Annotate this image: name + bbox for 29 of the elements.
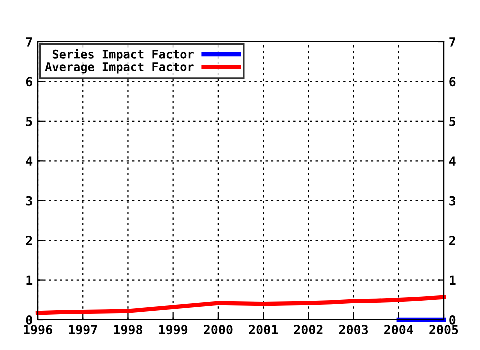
y2-tick-label: 0 (450, 315, 456, 325)
y2-tick-label: 1 (450, 276, 456, 286)
y-tick-label: 1 (26, 276, 33, 286)
y2-tick-label: 5 (450, 117, 456, 126)
y2-tick-label: 4 (449, 156, 456, 166)
x-tick-label: 2002 (294, 325, 323, 335)
y-tick-label: 2 (26, 236, 32, 246)
x-tick-label: 2000 (204, 325, 233, 335)
legend-label: Average Impact Factor (45, 62, 194, 74)
y2-tick-label: 2 (450, 236, 456, 246)
y2-tick-label: 3 (450, 196, 456, 206)
y-tick-label: 0 (26, 315, 32, 325)
x-tick-label: 1998 (114, 325, 142, 335)
legend-label: Series Impact Factor (52, 49, 194, 62)
y2-tick-label: 6 (450, 77, 456, 87)
y-tick-label: 6 (26, 77, 32, 87)
x-tick-label: 2003 (339, 325, 368, 335)
x-tick-label: 2004 (384, 325, 414, 335)
x-tick-label: 1999 (159, 325, 188, 335)
y-tick-label: 7 (26, 38, 32, 47)
x-tick-label: 2005 (430, 325, 458, 335)
x-tick-label: 1996 (24, 325, 52, 335)
y-tick-label: 3 (26, 196, 32, 206)
y-tick-label: 4 (26, 156, 33, 166)
y2-tick-label: 7 (450, 38, 456, 47)
x-tick-label: 1997 (69, 325, 98, 335)
y-tick-label: 5 (26, 117, 32, 126)
line-series (36, 295, 446, 316)
x-tick-label: 2001 (249, 325, 278, 335)
